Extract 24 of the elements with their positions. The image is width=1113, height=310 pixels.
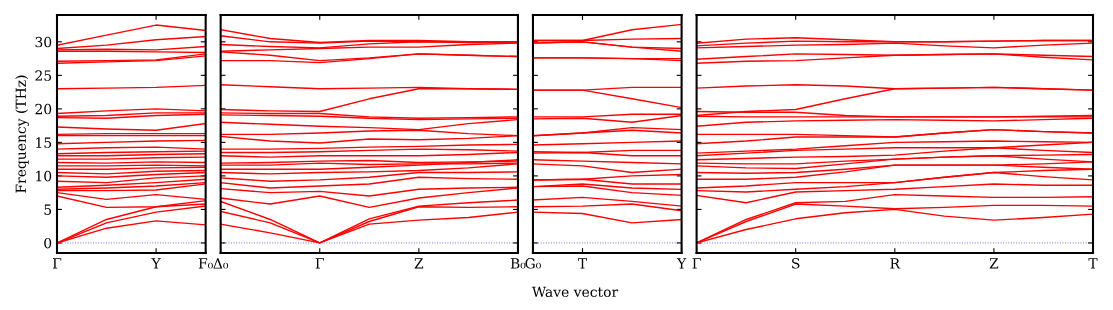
x-tick-label: Y <box>151 258 161 269</box>
x-tick-label: S <box>792 258 800 269</box>
x-tick-label: Δ₀ <box>213 258 229 269</box>
x-tick-label: G₀ <box>525 258 541 269</box>
y-axis-title: Frequency (THz) <box>15 75 29 193</box>
x-tick-label: Γ <box>692 258 701 269</box>
y-tick-label: 10 <box>36 170 52 182</box>
x-tick-label: R <box>890 258 901 269</box>
x-tick-label: T <box>1088 258 1098 269</box>
y-tick-label: 30 <box>35 36 52 48</box>
x-tick-label: B₀ <box>510 258 526 269</box>
x-tick-label: Z <box>989 258 999 269</box>
y-tick-label: 15 <box>36 137 52 148</box>
x-tick-label: T <box>578 258 587 269</box>
x-tick-label: Y <box>676 258 687 269</box>
x-tick-label: Γ <box>52 258 62 269</box>
x-axis-title: Wave vector <box>531 286 619 298</box>
y-tick-label: 5 <box>44 204 52 215</box>
y-tick-label: 25 <box>35 70 52 81</box>
x-tick-label: Γ <box>315 258 324 269</box>
y-tick-label: 0 <box>44 237 52 249</box>
x-tick-label: Z <box>414 258 424 269</box>
x-tick-label: F₀ <box>198 258 213 269</box>
y-tick-label: 20 <box>35 103 52 115</box>
